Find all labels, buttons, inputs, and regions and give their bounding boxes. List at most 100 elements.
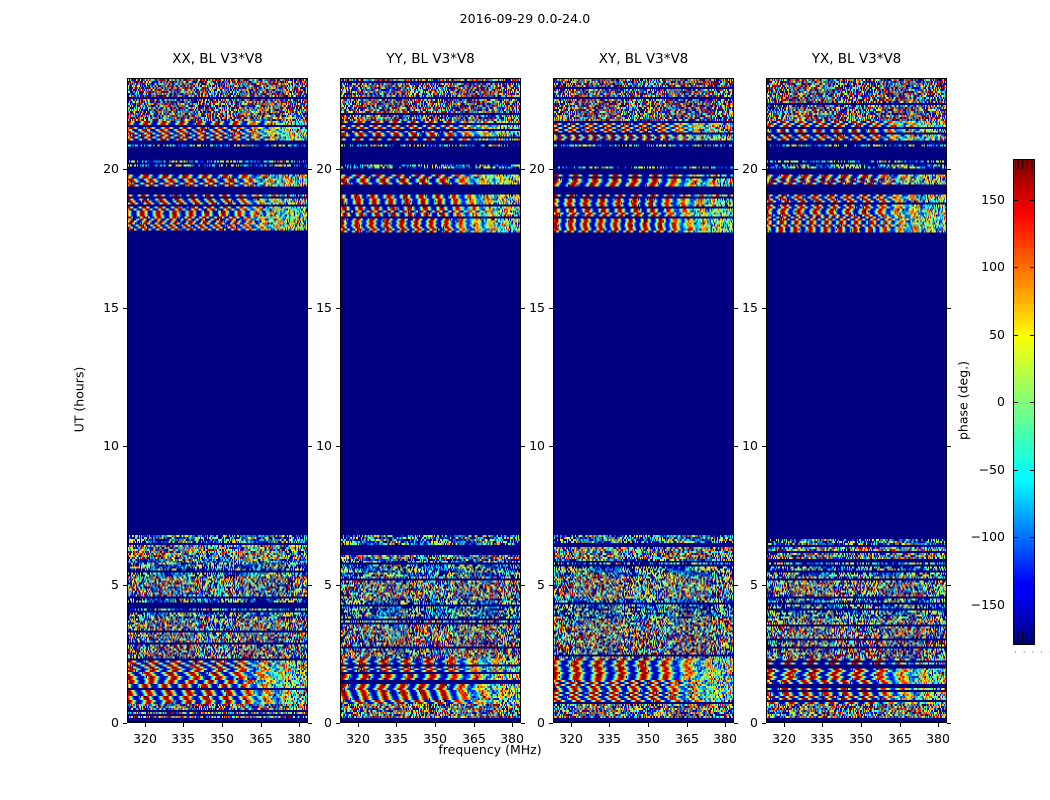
y-tick-mark-inner <box>734 585 738 586</box>
y-tick-label: 20 <box>316 161 332 176</box>
x-tick-label: 350 <box>636 731 660 746</box>
y-tick-mark <box>336 723 340 724</box>
x-tick-mark <box>938 723 939 727</box>
y-tick-mark-inner <box>734 169 738 170</box>
colorbar-label: phase (deg.) <box>955 361 971 440</box>
waterfall-image-xx <box>128 79 307 722</box>
y-tick-mark-inner <box>734 446 738 447</box>
colorbar-tick-label: 50 <box>989 326 1005 342</box>
colorbar-tick-label: 0 <box>997 394 1005 409</box>
x-tick-label: 335 <box>171 731 195 746</box>
y-tick-mark <box>336 585 340 586</box>
x-tick-label: 320 <box>559 731 583 746</box>
y-tick-mark <box>549 308 553 309</box>
waterfall-image-yx <box>767 79 946 722</box>
waterfall-panel-yx[interactable] <box>766 78 947 723</box>
panel-title-xx: XX, BL V3*V8 <box>172 51 263 67</box>
colorbar-tick-label: −100 <box>970 529 1005 544</box>
y-axis-label: UT (hours) <box>71 366 87 432</box>
y-tick-label: 20 <box>529 161 545 176</box>
waterfall-panel-yy[interactable] <box>340 78 521 723</box>
waterfall-image-xy <box>554 79 733 722</box>
y-tick-label: 0 <box>537 715 545 730</box>
y-tick-label: 15 <box>742 300 758 315</box>
panel-title-xy: XY, BL V3*V8 <box>598 51 689 67</box>
y-tick-label: 0 <box>750 715 758 730</box>
y-tick-label: 0 <box>111 715 119 730</box>
x-tick-mark <box>648 723 649 727</box>
x-tick-label: 365 <box>462 731 486 746</box>
y-tick-mark-inner <box>734 723 738 724</box>
y-tick-mark-inner <box>947 585 951 586</box>
colorbar-tick-mark-right <box>1030 200 1035 201</box>
y-tick-label: 15 <box>316 300 332 315</box>
x-tick-mark <box>435 723 436 727</box>
x-tick-label: 365 <box>249 731 273 746</box>
y-tick-label: 10 <box>103 438 119 453</box>
y-tick-mark-inner <box>308 446 312 447</box>
y-tick-mark-inner <box>521 308 525 309</box>
x-tick-mark <box>822 723 823 727</box>
y-tick-label: 5 <box>750 577 758 592</box>
colorbar-tick-mark <box>1013 605 1018 606</box>
colorbar-tick-mark <box>1013 537 1018 538</box>
y-tick-mark-inner <box>521 723 525 724</box>
x-tick-mark <box>571 723 572 727</box>
colorbar-tick-mark <box>1013 200 1018 201</box>
y-tick-mark-inner <box>308 308 312 309</box>
x-axis-label: frequency (MHz) <box>438 742 542 757</box>
colorbar-extend-marker: · · · · · · <box>1014 648 1050 658</box>
x-tick-label: 380 <box>713 731 737 746</box>
x-tick-mark <box>358 723 359 727</box>
y-tick-mark-inner <box>521 585 525 586</box>
colorbar-tick-mark-right <box>1030 470 1035 471</box>
y-tick-mark <box>549 723 553 724</box>
x-tick-label: 380 <box>926 731 950 746</box>
y-tick-mark <box>123 446 127 447</box>
y-tick-label: 5 <box>324 577 332 592</box>
colorbar-tick-mark <box>1013 267 1018 268</box>
y-tick-mark <box>762 723 766 724</box>
y-tick-label: 10 <box>742 438 758 453</box>
y-tick-mark <box>336 446 340 447</box>
y-tick-label: 5 <box>537 577 545 592</box>
x-tick-mark <box>396 723 397 727</box>
x-tick-label: 350 <box>210 731 234 746</box>
x-tick-mark <box>900 723 901 727</box>
figure-title: 2016-09-29 0.0-24.0 <box>459 11 591 26</box>
y-tick-mark <box>762 446 766 447</box>
colorbar-tick-mark <box>1013 402 1018 403</box>
x-tick-mark <box>512 723 513 727</box>
x-tick-mark <box>609 723 610 727</box>
panel-title-yy: YY, BL V3*V8 <box>386 51 475 67</box>
y-tick-mark-inner <box>521 446 525 447</box>
y-tick-label: 15 <box>529 300 545 315</box>
y-tick-mark <box>336 169 340 170</box>
waterfall-panel-xy[interactable] <box>553 78 734 723</box>
y-tick-mark <box>123 585 127 586</box>
y-tick-mark-inner <box>308 585 312 586</box>
y-tick-label: 5 <box>111 577 119 592</box>
colorbar-tick-label: −50 <box>978 461 1005 477</box>
x-tick-mark <box>222 723 223 727</box>
y-tick-mark <box>123 308 127 309</box>
panel-title-yx: YX, BL V3*V8 <box>811 51 902 67</box>
x-tick-mark <box>784 723 785 727</box>
colorbar-tick-mark <box>1013 335 1018 336</box>
y-tick-label: 10 <box>316 438 332 453</box>
y-tick-mark <box>549 446 553 447</box>
y-tick-mark <box>123 169 127 170</box>
y-tick-label: 0 <box>324 715 332 730</box>
x-tick-label: 320 <box>346 731 370 746</box>
x-tick-label: 350 <box>849 731 873 746</box>
waterfall-image-yy <box>341 79 520 722</box>
x-tick-label: 365 <box>675 731 699 746</box>
x-tick-label: 350 <box>423 731 447 746</box>
y-tick-mark <box>549 585 553 586</box>
x-tick-label: 335 <box>597 731 621 746</box>
colorbar-tick-label: 150 <box>981 191 1005 207</box>
x-tick-mark <box>183 723 184 727</box>
waterfall-panel-xx[interactable] <box>127 78 308 723</box>
y-tick-mark <box>762 585 766 586</box>
